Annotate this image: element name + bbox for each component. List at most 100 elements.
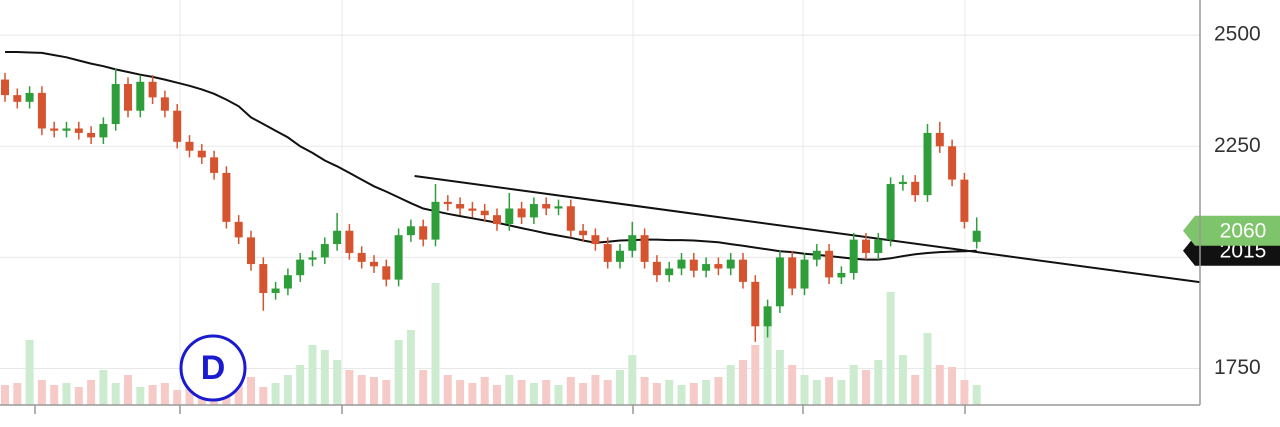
volume-bar	[173, 390, 182, 405]
candle-body	[640, 235, 649, 262]
volume-bar	[50, 385, 59, 405]
volume-bar	[111, 383, 120, 405]
candle-body	[431, 201, 440, 240]
candle-body	[911, 181, 920, 196]
volume-bar	[603, 380, 612, 405]
volume-bar	[234, 380, 243, 405]
volume-bar	[714, 377, 723, 405]
candle-body	[862, 239, 870, 253]
candle-body	[751, 281, 760, 327]
volume-bar	[960, 380, 969, 405]
candle-body	[714, 264, 723, 269]
volume-bar	[739, 360, 747, 405]
candle-body	[370, 261, 378, 267]
candle-body	[480, 210, 489, 216]
volume-bar	[788, 365, 797, 405]
candle-body	[234, 221, 243, 238]
volume-bar	[431, 283, 440, 405]
candle-body	[345, 230, 354, 253]
volume-bar	[74, 387, 83, 405]
volume-bar	[480, 377, 489, 405]
candle-body	[529, 204, 538, 218]
candle-body	[333, 230, 342, 245]
candle-body	[247, 237, 255, 265]
volume-bar	[62, 383, 71, 405]
volume-bar	[689, 383, 698, 405]
volume-bar	[935, 365, 944, 405]
volume-bar	[493, 385, 501, 405]
volume-bar	[25, 340, 34, 405]
volume-bar	[898, 355, 907, 405]
volume-bar	[591, 375, 600, 405]
candle-body	[616, 250, 624, 262]
volume-bar	[13, 383, 22, 405]
candle-body	[74, 128, 83, 133]
volume-bar	[406, 330, 415, 405]
volume-bar	[616, 370, 624, 405]
candle-body	[124, 84, 132, 111]
candle-body	[948, 146, 957, 180]
candle-body	[382, 266, 391, 280]
candle-body	[50, 128, 59, 131]
candle-body	[775, 257, 784, 307]
candle-body	[493, 215, 501, 225]
candle-body	[283, 275, 292, 289]
volume-bar	[677, 385, 686, 405]
candle-body	[456, 204, 465, 209]
volume-bar	[99, 370, 108, 405]
candle-body	[160, 97, 169, 111]
trend-line	[414, 175, 1201, 284]
candle-body	[173, 110, 182, 142]
candle-body	[148, 81, 157, 98]
candle-body	[468, 208, 477, 211]
volume-bar	[554, 385, 563, 405]
candle-body	[320, 244, 329, 258]
volume-bar	[357, 375, 366, 405]
volume-bar	[800, 375, 809, 405]
marker-badge[interactable]: D	[179, 334, 247, 402]
volume-bar	[972, 385, 981, 405]
volume-bar	[443, 375, 452, 405]
volume-bar	[394, 340, 403, 405]
candle-body	[37, 92, 46, 129]
volume-bar	[825, 377, 834, 405]
candle-body	[874, 239, 883, 253]
volume-bar	[886, 292, 895, 405]
candle-body	[25, 92, 34, 102]
volume-bar	[628, 355, 637, 405]
volume-bar	[751, 345, 760, 405]
volume-bar	[87, 380, 96, 405]
volume-bar	[468, 383, 477, 405]
marker-text: D	[201, 349, 226, 387]
candle-body	[296, 259, 305, 276]
candle-body	[825, 250, 834, 278]
volume-bar	[579, 383, 588, 405]
candle-body	[763, 306, 772, 327]
candle-body	[136, 81, 145, 111]
candle-body	[579, 230, 588, 236]
candle-body	[566, 206, 575, 231]
candle-body	[726, 259, 735, 269]
volume-bar	[148, 385, 157, 405]
candle-body	[185, 141, 194, 151]
volume-bar	[271, 383, 280, 405]
candle-body	[739, 259, 747, 282]
candle-body	[960, 179, 969, 222]
candle-body	[837, 272, 846, 278]
candle-body	[259, 264, 268, 293]
volume-bar	[665, 380, 674, 405]
volume-bar	[874, 360, 883, 405]
volume-bar	[283, 375, 292, 405]
candle-body	[603, 244, 612, 262]
volume-bar	[124, 375, 132, 405]
volume-bar	[726, 365, 735, 405]
volume-bar	[160, 383, 169, 405]
candle-body	[394, 235, 403, 280]
volume-bar	[923, 333, 932, 405]
volume-bar	[529, 383, 538, 405]
volume-bar	[333, 360, 342, 405]
candle-body	[62, 128, 71, 131]
volume-bar	[849, 365, 858, 405]
candle-body	[972, 230, 981, 242]
